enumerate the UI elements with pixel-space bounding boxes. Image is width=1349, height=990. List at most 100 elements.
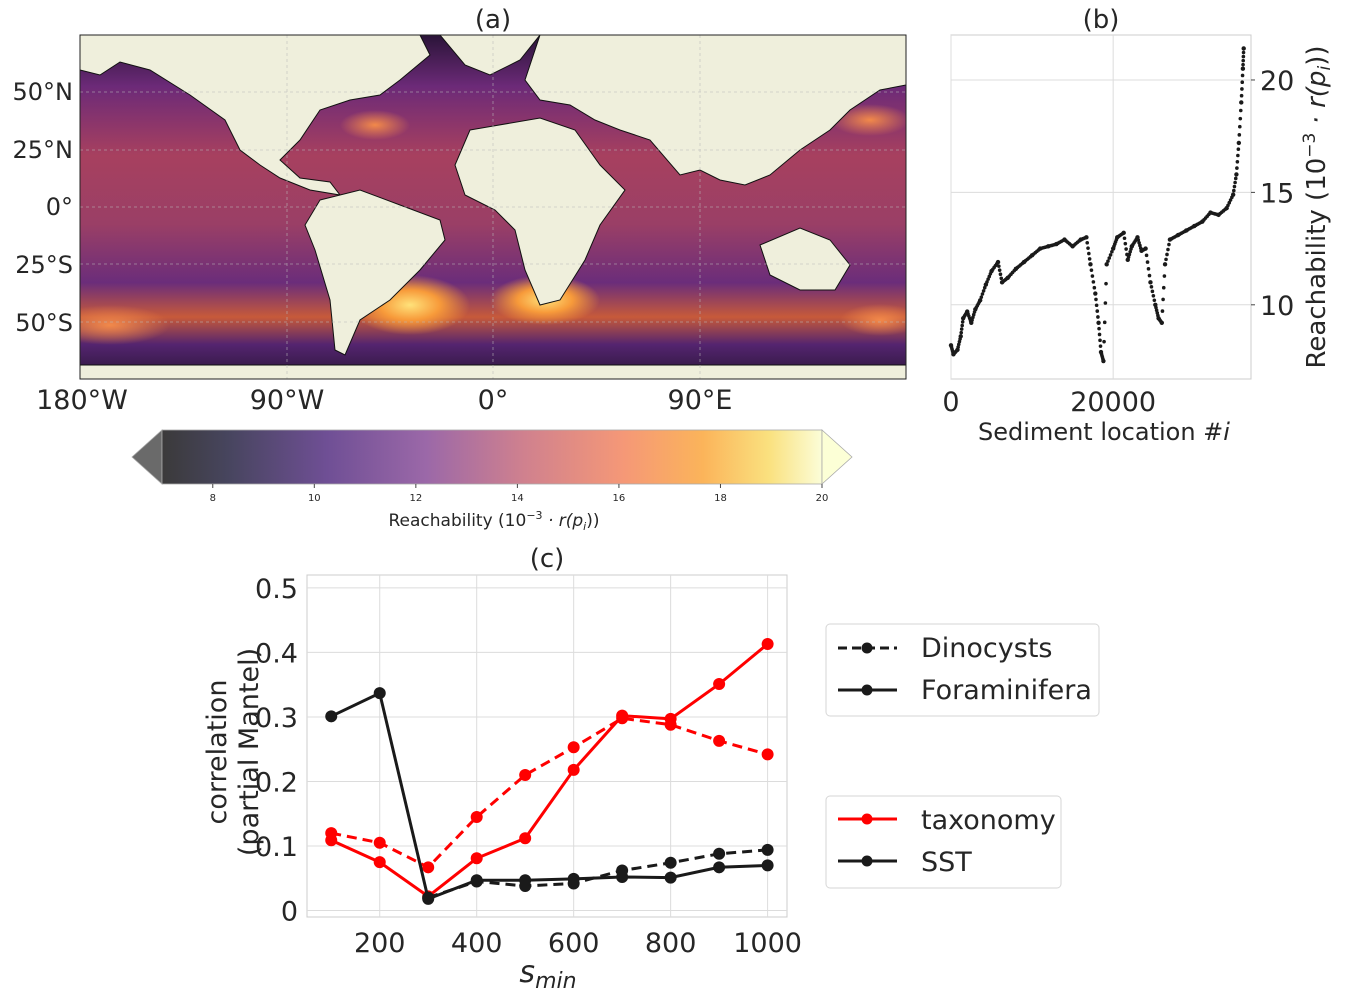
colorbar-tick-label: 18 [714, 493, 727, 504]
data-point [987, 274, 992, 279]
series-path [330, 642, 769, 899]
y-tick-label: 20 [1260, 66, 1294, 97]
data-point [1240, 87, 1244, 91]
series-marker [664, 712, 677, 725]
lat-tick-label: 25°S [15, 251, 73, 279]
data-point [1094, 297, 1098, 302]
x-tick-label: 800 [645, 928, 697, 959]
colorbar-bar [161, 429, 823, 485]
data-point [1236, 153, 1240, 158]
data-point [1089, 268, 1094, 272]
data-point [1238, 116, 1243, 121]
data-point [985, 280, 989, 284]
data-point [1228, 198, 1233, 202]
data-point [1149, 285, 1154, 289]
data-point [1104, 281, 1108, 286]
data-point [1162, 262, 1168, 267]
panel-a-title: (a) [475, 5, 511, 35]
x-tick-label: 600 [548, 928, 600, 959]
data-point [997, 268, 1002, 272]
data-point [997, 264, 1001, 268]
panel-b-axes [950, 34, 1252, 380]
map-area [80, 35, 906, 379]
data-point [1161, 297, 1165, 302]
data-point [1128, 249, 1132, 254]
data-point [979, 295, 984, 299]
colorbar-tick-label: 8 [210, 493, 216, 504]
warm-north-atlantic [340, 110, 410, 140]
lon-tick-label: 90°W [250, 385, 325, 416]
data-point [986, 277, 990, 281]
land-greenland [439, 35, 541, 76]
panel-b: (b) 0 20000 10 15 20 Sediment location #i R… [942, 5, 1335, 446]
data-point [1240, 66, 1246, 71]
warm-southeast [840, 304, 906, 336]
data-point [1230, 192, 1236, 197]
data-point [998, 272, 1003, 277]
series-marker [567, 741, 580, 754]
map-frame [79, 34, 907, 380]
colorbar-extend-low [131, 429, 163, 485]
data-point [1227, 200, 1232, 205]
data-point [1152, 298, 1157, 303]
data-point [999, 276, 1004, 281]
y-tick-label: 0.2 [255, 767, 298, 798]
legend-color: taxonomy SST [825, 795, 1062, 889]
data-point [1102, 320, 1107, 325]
data-point [1154, 308, 1159, 313]
data-point [1104, 262, 1109, 267]
data-point [1241, 58, 1246, 63]
colorbar-tick-label: 16 [613, 493, 626, 504]
panel-c-xticks: 200 400 600 800 1000 [354, 928, 802, 959]
data-point [1239, 100, 1244, 105]
data-point [1110, 249, 1114, 254]
colorbar-tick-label: 10 [308, 493, 321, 504]
panel-c-xlabel: smin [519, 955, 576, 990]
panel-c-ylabel: correlation(partial Mantel) [202, 648, 265, 856]
data-point [959, 327, 964, 331]
data-point [956, 342, 961, 347]
data-point [1241, 62, 1245, 67]
legend-dashed-marker [861, 642, 873, 654]
data-point [960, 323, 964, 328]
data-point [1165, 252, 1169, 257]
panel-c-series [325, 638, 774, 905]
colorbar: 8 10 12 14 16 18 20 Reachability (10−3 · r(pi)… [131, 429, 853, 533]
data-point [1137, 240, 1141, 245]
data-point [971, 312, 976, 317]
series-marker [616, 709, 629, 722]
land-eurasia [524, 35, 906, 186]
y-tick-label: 10 [1260, 291, 1294, 322]
series-marker [373, 856, 386, 869]
data-point [1127, 252, 1132, 257]
panel-b-yticks: 10 15 20 [1251, 66, 1294, 322]
data-point [959, 330, 964, 335]
panel-c-axes [306, 574, 788, 918]
y-tick-label: 0.5 [255, 574, 298, 605]
data-point [1095, 309, 1100, 313]
data-point [1098, 344, 1103, 348]
data-point [1232, 184, 1237, 189]
y-tick-label: 15 [1260, 178, 1294, 209]
panel-a: (a) [13, 5, 907, 416]
lon-tick-label: 90°E [668, 385, 733, 416]
data-point [1096, 320, 1101, 325]
data-point [1240, 80, 1245, 85]
series-marker [470, 852, 483, 865]
series-marker [713, 734, 726, 747]
data-point [1097, 332, 1102, 337]
data-point [1238, 124, 1242, 129]
panel-c: (c) 200 400 600 800 1000 0 0.1 0.2 0.3 0.4 0.5 co… [202, 544, 1100, 990]
data-point [1094, 303, 1099, 308]
data-point [956, 345, 960, 349]
colorbar-ticks: 8 10 12 14 16 18 20 [210, 484, 828, 504]
panel-b-ylabel: Reachability (10−3 · r(pi)) [1300, 45, 1335, 368]
data-point [1107, 256, 1112, 260]
panel-b-points [948, 46, 1246, 364]
series-marker [422, 892, 435, 905]
data-point [1239, 93, 1244, 98]
series-path [427, 848, 768, 900]
data-point [970, 318, 974, 322]
data-point [958, 334, 963, 339]
data-point [1167, 242, 1171, 247]
